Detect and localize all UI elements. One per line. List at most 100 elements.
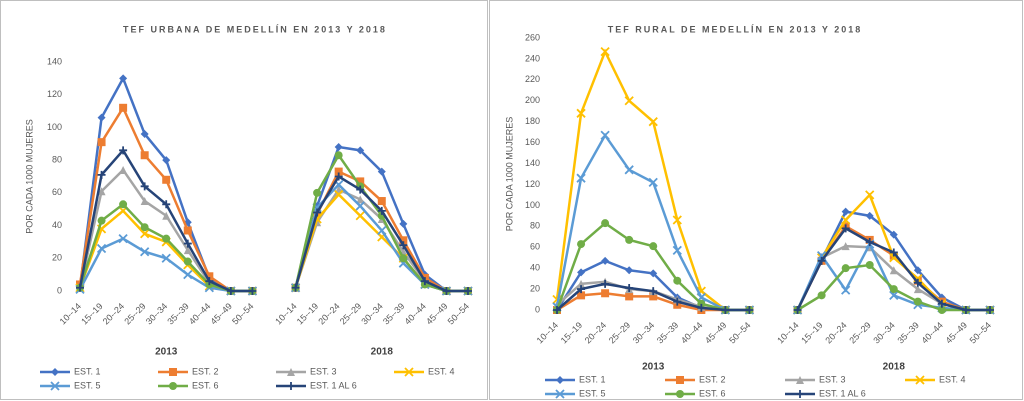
y-tick-label: 120 xyxy=(525,179,540,189)
legend-label: EST. 3 xyxy=(310,366,337,376)
marker xyxy=(356,185,365,194)
marker xyxy=(841,215,851,225)
legend-label: EST. 3 xyxy=(819,374,846,384)
marker xyxy=(673,297,682,306)
series-line xyxy=(78,168,468,293)
y-tick-label: 0 xyxy=(57,285,62,295)
x-tick-label: 20--24 xyxy=(823,320,848,345)
x-tick-label: 30--34 xyxy=(871,320,896,345)
legend-marker xyxy=(287,382,295,390)
marker xyxy=(649,242,658,251)
x-tick-label: 45--49 xyxy=(703,320,728,345)
marker xyxy=(721,306,730,314)
x-tick-label: 40--44 xyxy=(187,301,212,326)
y-tick-label: 60 xyxy=(530,242,540,252)
x-tick-label: 50--54 xyxy=(230,301,255,326)
marker xyxy=(889,248,898,257)
y-axis-label: POR CADA 1000 MUJERES xyxy=(24,119,34,234)
x-tick-label: 45--49 xyxy=(944,320,969,345)
marker xyxy=(356,177,365,186)
y-tick-label: 60 xyxy=(52,187,62,197)
marker xyxy=(817,256,826,265)
legend-label: EST. 2 xyxy=(192,366,219,376)
legend-marker xyxy=(287,368,295,376)
series-line xyxy=(555,48,990,312)
legend-label: EST. 4 xyxy=(428,366,455,376)
marker xyxy=(601,289,610,298)
marker xyxy=(865,211,874,220)
marker xyxy=(420,277,429,286)
marker xyxy=(162,156,171,165)
marker xyxy=(334,172,343,181)
y-tick-label: 140 xyxy=(525,158,540,168)
legend-marker xyxy=(51,368,59,376)
x-tick-label: 25--29 xyxy=(122,301,147,326)
marker xyxy=(745,306,754,314)
marker xyxy=(119,74,128,83)
x-tick-label: 35--39 xyxy=(655,320,680,345)
marker xyxy=(697,299,706,308)
x-tick-label: 30--34 xyxy=(144,301,169,326)
marker xyxy=(889,266,898,275)
marker xyxy=(913,285,922,294)
y-tick-label: 20 xyxy=(530,283,540,293)
x-tick-label: 45--49 xyxy=(424,301,449,326)
marker xyxy=(140,129,149,138)
series-line xyxy=(78,105,468,293)
marker xyxy=(140,223,149,232)
legend-marker xyxy=(915,375,925,385)
marker xyxy=(600,130,610,140)
marker xyxy=(205,272,214,281)
marker xyxy=(841,242,850,251)
y-tick-label: 120 xyxy=(47,89,62,99)
legend-label: EST. 1 xyxy=(579,374,606,384)
marker xyxy=(577,285,586,294)
marker xyxy=(355,211,365,221)
marker xyxy=(625,284,634,293)
marker xyxy=(183,257,192,266)
marker xyxy=(865,190,875,200)
marker xyxy=(183,239,192,248)
panel-frame xyxy=(489,0,1023,400)
marker xyxy=(577,279,586,288)
marker xyxy=(601,279,610,288)
legend-label: EST. 5 xyxy=(74,380,101,390)
marker xyxy=(248,287,257,295)
marker xyxy=(442,287,451,295)
marker xyxy=(986,306,994,314)
marker xyxy=(97,216,106,225)
marker xyxy=(817,291,826,300)
y-axis-label: POR CADA 1000 MUJERES xyxy=(504,117,514,232)
marker xyxy=(577,240,586,249)
x-tick-label: 35--39 xyxy=(165,301,190,326)
legend-marker xyxy=(169,368,177,376)
marker xyxy=(672,215,682,225)
y-tick-label: 40 xyxy=(52,220,62,230)
marker xyxy=(140,182,149,191)
x-tick-label: 10--14 xyxy=(775,320,800,345)
marker xyxy=(625,292,634,301)
legend-marker xyxy=(404,367,414,377)
legend-label: EST. 6 xyxy=(699,388,726,398)
marker xyxy=(140,229,150,239)
x-tick-label: 45--49 xyxy=(209,301,234,326)
legend-label: EST. 1 AL 6 xyxy=(310,380,357,390)
chart-title: TEF RURAL DE MEDELLÍN EN 2013 Y 2018 xyxy=(608,24,863,34)
x-tick-label: 30--34 xyxy=(359,301,384,326)
x-tick-label: 10--14 xyxy=(58,301,83,326)
y-tick-label: 80 xyxy=(52,155,62,165)
marker xyxy=(697,303,706,312)
marker xyxy=(399,236,408,245)
legend-marker xyxy=(676,390,684,398)
legend-marker xyxy=(50,381,60,391)
marker xyxy=(399,254,408,263)
marker xyxy=(97,138,106,147)
marker xyxy=(649,269,658,278)
marker xyxy=(334,167,343,176)
y-tick-label: 140 xyxy=(47,56,62,66)
legend-label: EST. 2 xyxy=(699,374,726,384)
legend-marker xyxy=(796,376,804,384)
marker xyxy=(576,173,586,183)
